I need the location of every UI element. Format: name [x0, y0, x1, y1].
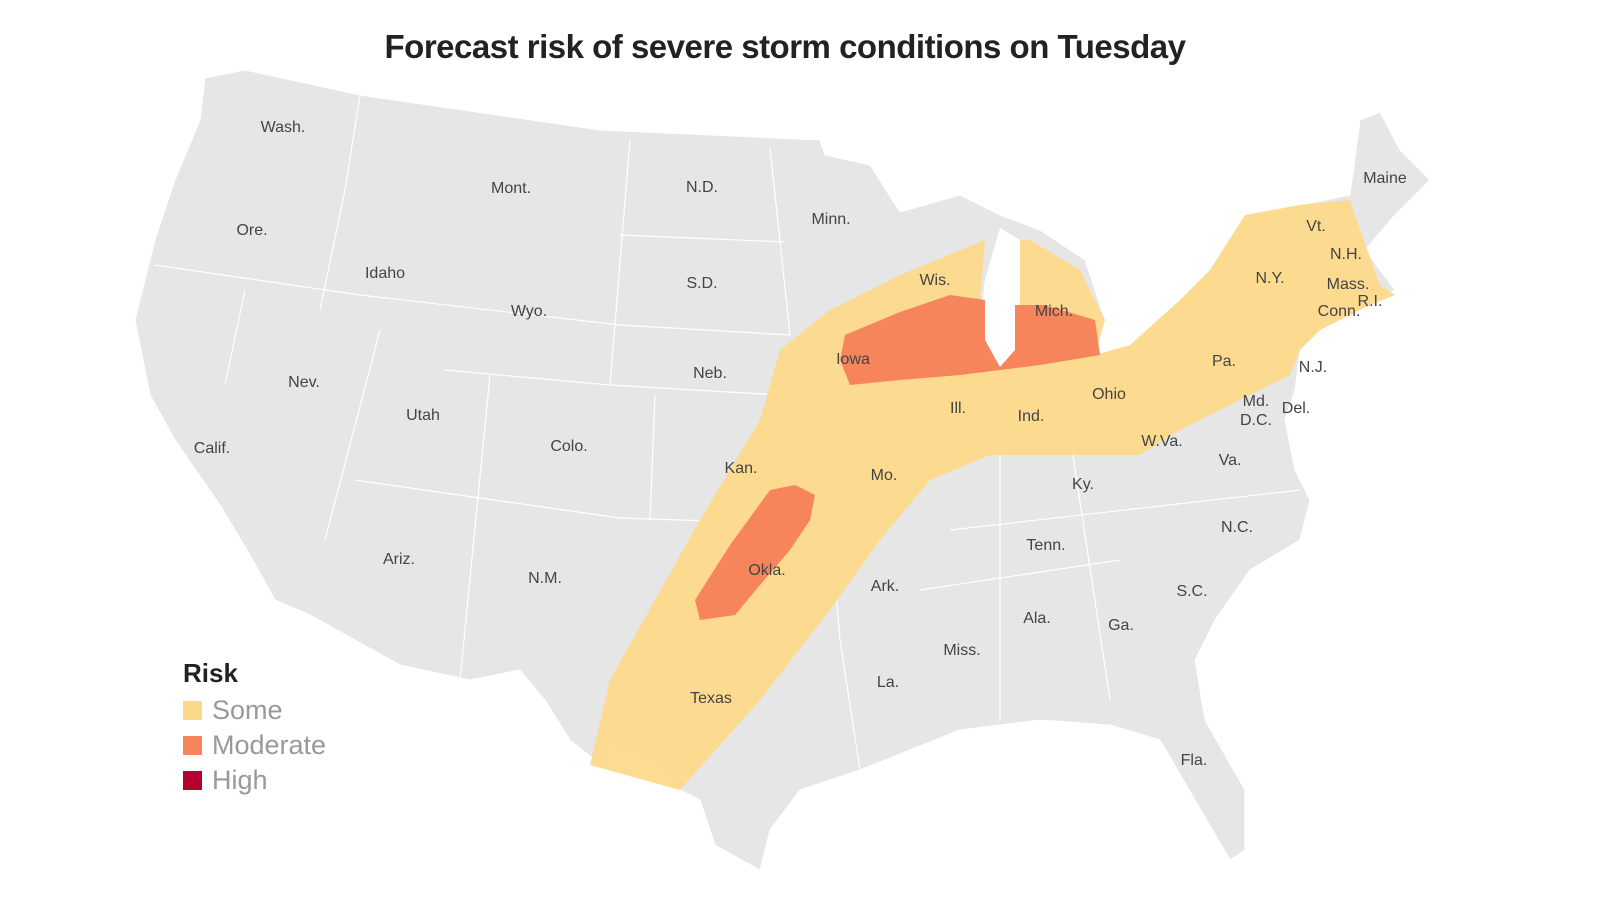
state-label: N.J.	[1299, 359, 1327, 376]
state-label: Pa.	[1212, 353, 1236, 370]
state-label: N.M.	[528, 570, 562, 587]
state-label: N.Y.	[1255, 270, 1284, 287]
state-label: Ariz.	[383, 551, 415, 568]
state-label: La.	[877, 674, 899, 691]
state-label: Wis.	[919, 272, 950, 289]
state-label: Wyo.	[511, 303, 547, 320]
state-label: Mich.	[1035, 303, 1073, 320]
state-label: Ky.	[1072, 476, 1094, 493]
state-label: Ohio	[1092, 386, 1126, 403]
state-label: Colo.	[550, 438, 587, 455]
state-label: Mont.	[491, 180, 531, 197]
state-label: Maine	[1363, 170, 1407, 187]
risk-area-moderate-midwest	[840, 295, 1100, 385]
state-labels: Wash. Ore. Calif. Idaho Nev. Mont. Wyo. Utah Ari…	[194, 119, 1407, 769]
map-title: Forecast risk of severe storm conditions…	[384, 28, 1186, 65]
state-label: N.H.	[1330, 246, 1362, 263]
state-label: Okla.	[748, 562, 785, 579]
legend-label: Moderate	[212, 730, 327, 760]
state-label: Texas	[690, 690, 732, 707]
state-label: Ga.	[1108, 617, 1134, 634]
state-label: N.D.	[686, 179, 718, 196]
state-label: N.C.	[1221, 519, 1253, 536]
swatch-some	[183, 701, 202, 720]
state-label: Neb.	[693, 365, 727, 382]
state-label: Va.	[1219, 452, 1242, 469]
swatch-moderate	[183, 736, 202, 755]
state-label: Conn.	[1318, 303, 1361, 320]
state-label: S.D.	[686, 275, 717, 292]
state-label: Md.	[1243, 393, 1270, 410]
swatch-high	[183, 771, 202, 790]
state-label: Fla.	[1181, 752, 1208, 769]
state-label: Nev.	[288, 374, 320, 391]
state-label: Ill.	[950, 400, 966, 417]
state-label: Mo.	[871, 467, 898, 484]
state-label: Iowa	[836, 351, 870, 368]
state-label: Vt.	[1306, 218, 1326, 235]
state-label: Kan.	[725, 460, 758, 477]
state-label: Mass.	[1327, 276, 1370, 293]
legend-item-some: Some	[183, 693, 326, 728]
state-label: Ark.	[871, 578, 899, 595]
legend-item-moderate: Moderate	[183, 728, 326, 763]
legend-label: High	[212, 765, 268, 795]
risk-area-some	[590, 200, 1395, 790]
legend-title: Risk	[183, 658, 238, 688]
legend-item-high: High	[183, 763, 326, 798]
state-label: Utah	[406, 407, 440, 424]
state-label: Ore.	[236, 222, 267, 239]
state-label: D.C.	[1240, 412, 1272, 429]
lake-michigan	[980, 228, 1020, 367]
state-label: Calif.	[194, 440, 230, 457]
state-label: Miss.	[943, 642, 980, 659]
state-label: R.I.	[1358, 293, 1383, 310]
legend: Risk Some Moderate High	[183, 658, 326, 798]
state-label: Wash.	[261, 119, 306, 136]
state-label: Tenn.	[1026, 537, 1065, 554]
risk-area-moderate-oklahoma	[695, 485, 815, 620]
state-label: W.Va.	[1141, 433, 1183, 450]
state-label: S.C.	[1176, 583, 1207, 600]
legend-label: Some	[212, 695, 283, 725]
state-label: Minn.	[811, 211, 850, 228]
state-label: Ala.	[1023, 610, 1051, 627]
state-label: Ind.	[1018, 408, 1045, 425]
state-label: Idaho	[365, 265, 405, 282]
state-label: Del.	[1282, 400, 1310, 417]
